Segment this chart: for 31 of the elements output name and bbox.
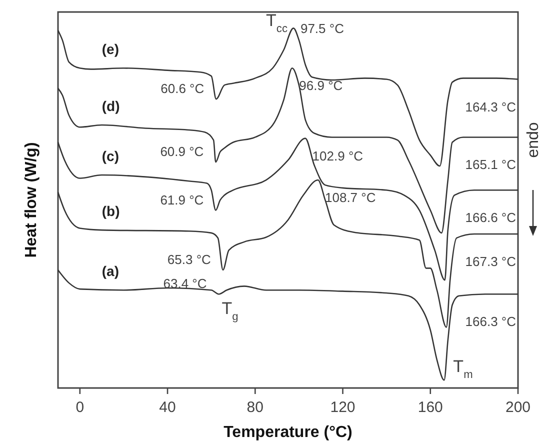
annotation: 61.9 °C (160, 192, 204, 208)
annotation: T$_{m}$ (453, 357, 473, 382)
annotation: 166.6 °C (465, 210, 516, 226)
text: endo (525, 122, 542, 158)
annotation: 97.5 °C (300, 21, 344, 36)
x-tick-label: 40 (159, 399, 176, 416)
x-tick-label: 120 (330, 399, 356, 416)
annotation: 166.3 °C (465, 314, 516, 330)
series-label: (d) (102, 98, 120, 114)
annotation: 63.4 °C (163, 276, 207, 292)
x-tick-label: 160 (418, 399, 443, 416)
x-tick-label: 80 (246, 399, 264, 416)
annotation: T$_{g}$ (222, 299, 238, 324)
series-label: (e) (102, 41, 120, 58)
annotation: 167.3 °C (465, 254, 516, 269)
series-label: (b) (102, 203, 120, 220)
annotation: 108.7 °C (325, 190, 376, 206)
annotation: 65.3 °C (167, 252, 211, 267)
annotation: 96.9 °C (299, 78, 343, 94)
annotation: 102.9 °C (312, 148, 364, 164)
x-tick-label: 200 (505, 399, 531, 416)
annotation: 164.3 °C (465, 99, 516, 114)
annotation: 60.9 °C (160, 144, 204, 160)
series-label: (c) (102, 148, 120, 164)
annotation: T$_{cc}$ (266, 11, 288, 36)
x-axis-title: Temperature (°C) (224, 424, 352, 441)
y-axis-title: Heat flow (W/g) (23, 142, 40, 258)
x-tick-label: 0 (76, 399, 84, 416)
annotation: 165.1 °C (465, 157, 516, 172)
series-label: (a) (102, 263, 120, 280)
annotation: 60.6 °C (160, 81, 204, 96)
